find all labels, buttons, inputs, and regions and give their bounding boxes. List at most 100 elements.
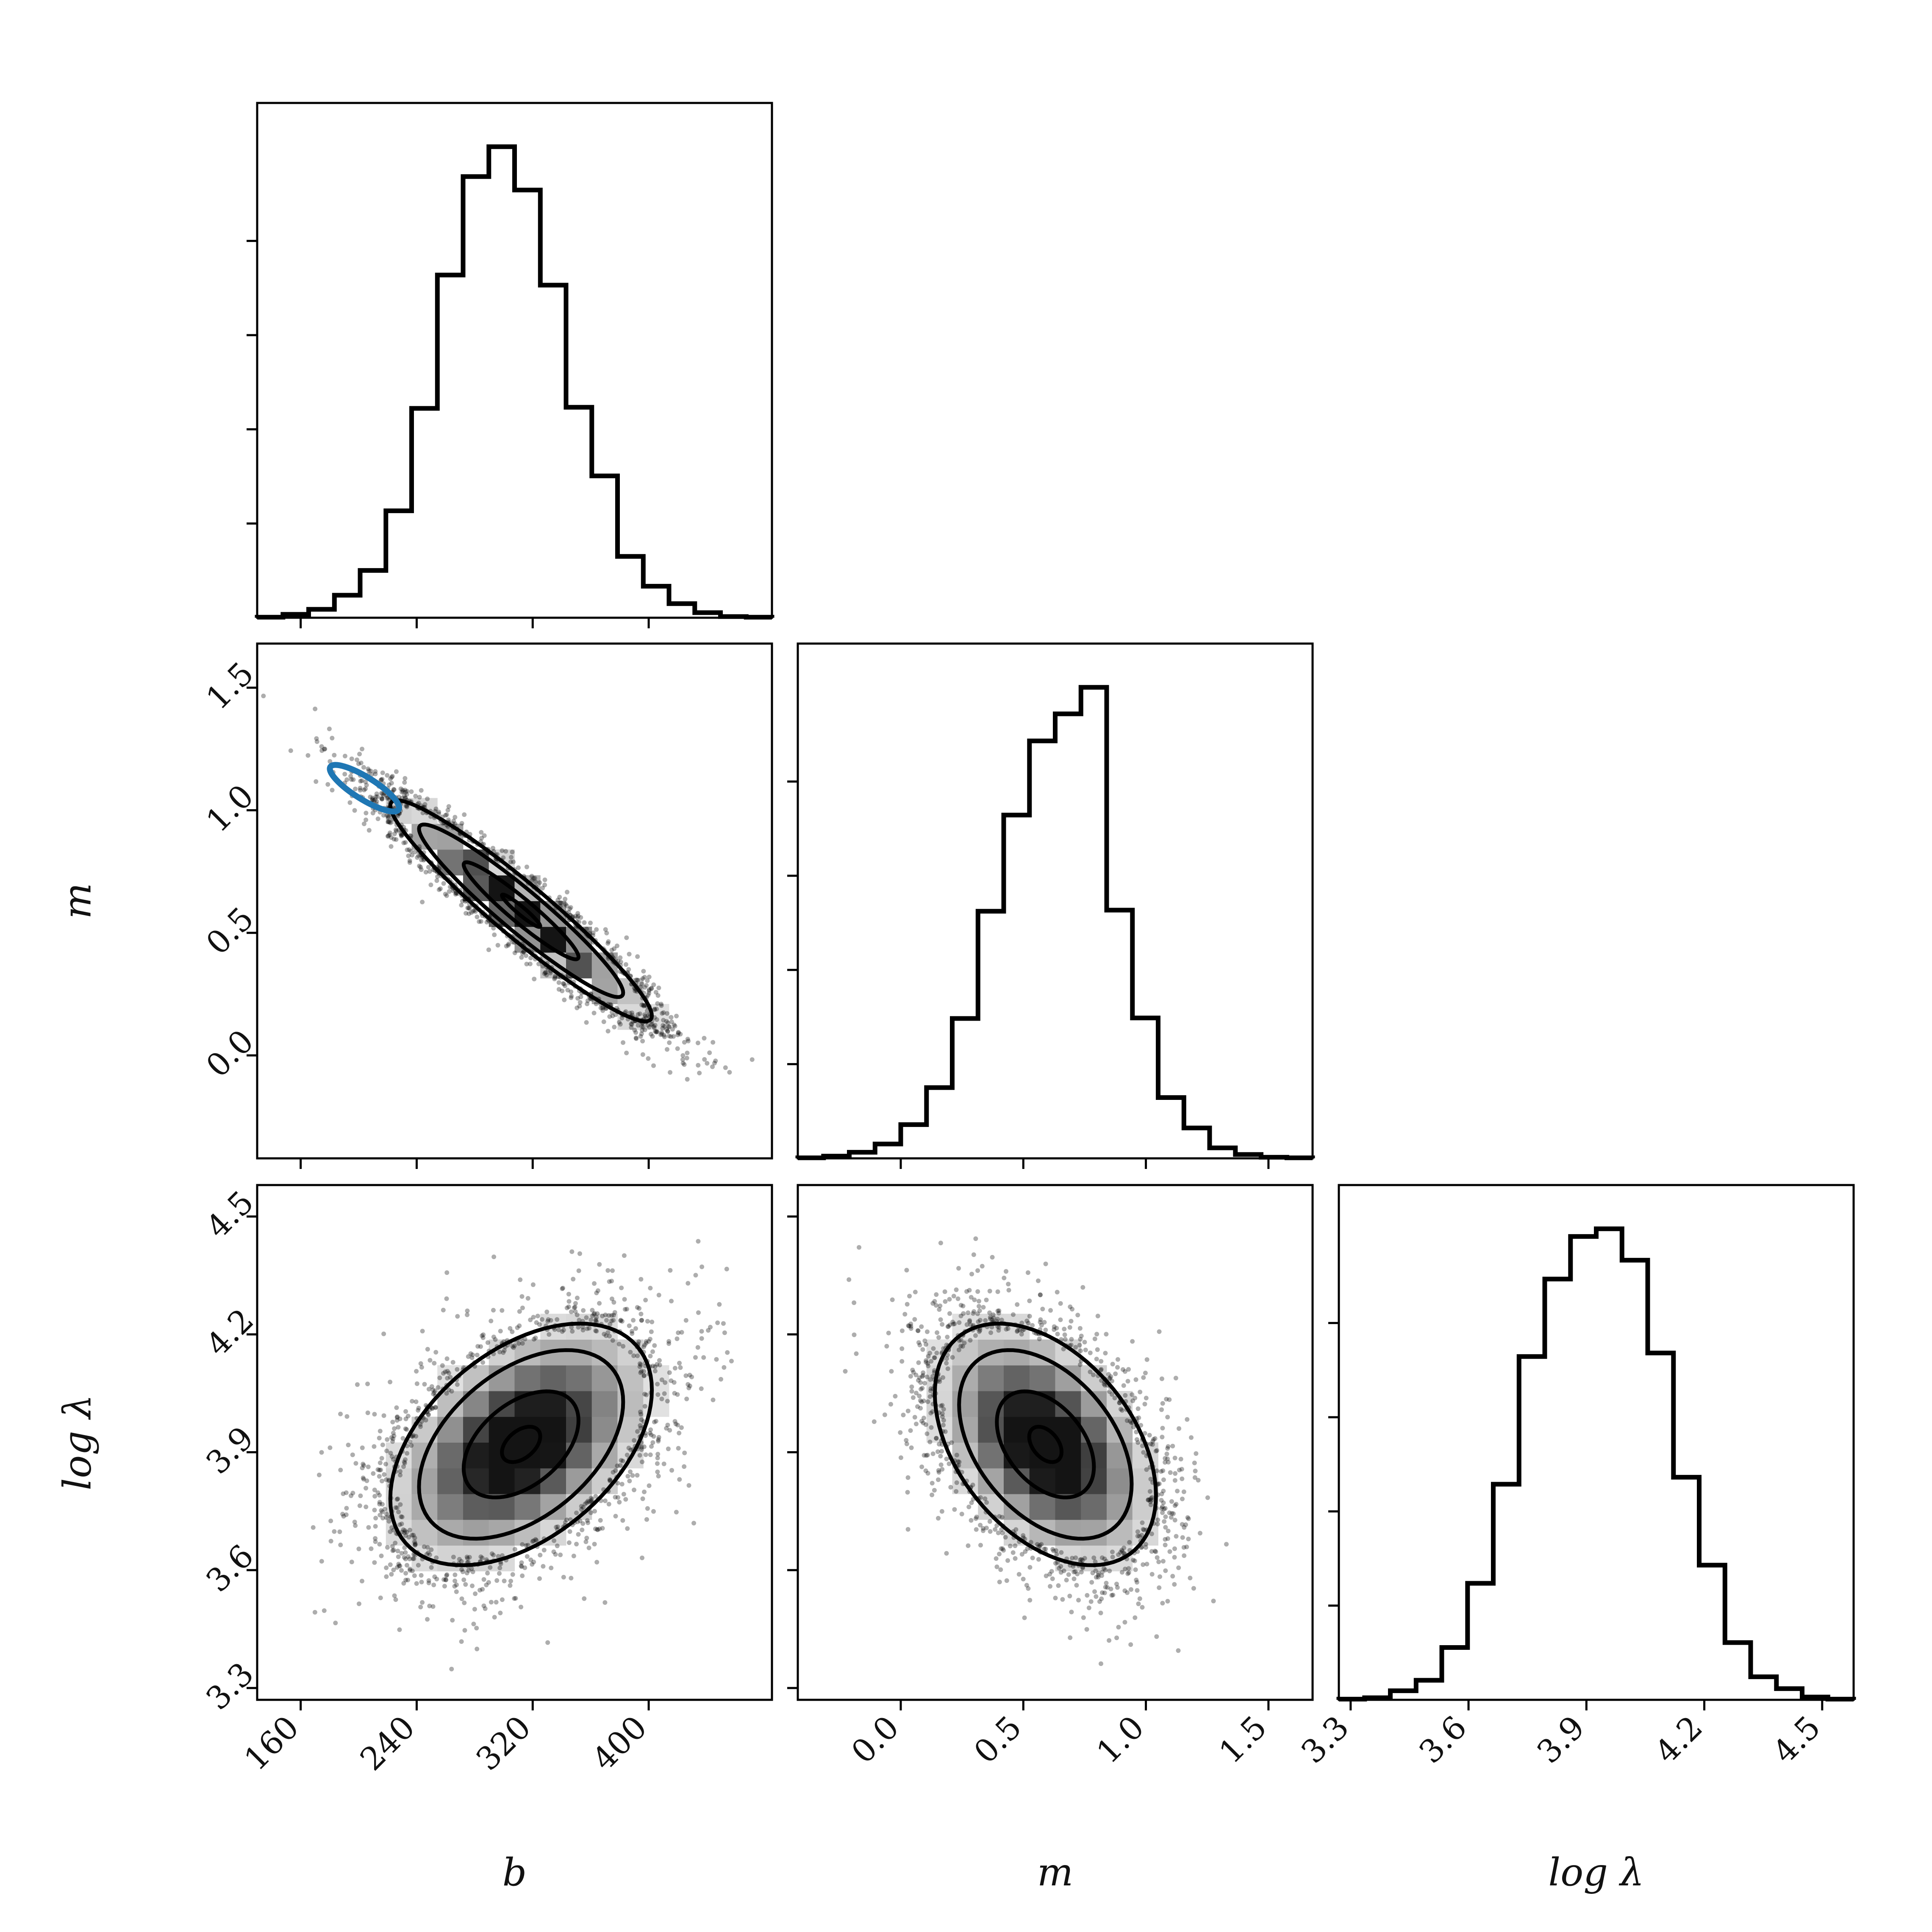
sample-point (1040, 1307, 1045, 1312)
sample-point (452, 815, 458, 820)
sample-point (386, 815, 391, 820)
sample-point (1000, 1530, 1005, 1535)
histogram-bar (1699, 1565, 1725, 1700)
sample-point (643, 1014, 648, 1019)
sample-point (569, 989, 574, 994)
sample-point (958, 1338, 963, 1343)
sample-point (540, 886, 545, 891)
sample-point (656, 1439, 661, 1444)
sample-point (913, 1391, 919, 1396)
density-cell (463, 1494, 489, 1520)
sample-point (1084, 1627, 1089, 1632)
sample-point (643, 1297, 648, 1302)
sample-point (495, 943, 500, 948)
sample-point (1036, 1557, 1041, 1562)
sample-point (508, 1579, 514, 1584)
sample-point (947, 1311, 952, 1316)
sample-point (675, 1422, 680, 1427)
x-tick-label: 400 (585, 1709, 654, 1778)
sample-point (631, 1318, 636, 1323)
sample-point (459, 1596, 464, 1601)
sample-point (1163, 1514, 1168, 1519)
sample-point (394, 1405, 399, 1410)
sample-point (655, 1461, 660, 1466)
sample-point (402, 793, 407, 798)
sample-point (414, 1581, 419, 1586)
sample-point (569, 995, 574, 1000)
sample-point (930, 1374, 935, 1379)
sample-point (576, 1325, 581, 1330)
sample-point (617, 1500, 622, 1505)
sample-point (1051, 1548, 1056, 1553)
sample-point (700, 1264, 705, 1269)
sample-point (575, 996, 580, 1001)
density-cell (1029, 1494, 1055, 1520)
sample-point (618, 955, 623, 960)
sample-point (906, 1323, 911, 1328)
sample-point (389, 844, 394, 849)
sample-point (1163, 1506, 1168, 1511)
sample-point (924, 1374, 930, 1380)
sample-point (416, 800, 421, 805)
sample-point (972, 1297, 977, 1302)
sample-point (414, 1368, 419, 1374)
sample-point (843, 1369, 848, 1374)
sample-point (595, 1527, 600, 1532)
sample-point (1109, 1593, 1114, 1598)
sample-point (445, 1376, 450, 1381)
sample-point (435, 874, 440, 879)
sample-point (405, 1451, 410, 1456)
sample-point (558, 900, 563, 905)
sample-point (545, 1319, 550, 1324)
sample-point (909, 1384, 914, 1389)
sample-point (969, 1271, 974, 1277)
sample-point (1094, 1332, 1099, 1337)
histogram-bar (643, 586, 669, 618)
sample-point (969, 1500, 974, 1505)
sample-point (929, 1359, 934, 1364)
histogram-bar (1081, 687, 1107, 1158)
sample-point (1147, 1497, 1152, 1502)
sample-point (314, 736, 319, 741)
sample-point (644, 1392, 649, 1397)
sample-point (418, 865, 423, 870)
sample-point (518, 1277, 523, 1282)
histogram-bar (952, 1019, 978, 1158)
sample-point (388, 1562, 393, 1567)
sample-point (387, 832, 392, 837)
sample-point (394, 1418, 400, 1423)
sample-point (1038, 1292, 1043, 1297)
sample-point (625, 1452, 630, 1457)
sample-point (847, 1277, 852, 1282)
sample-point (578, 915, 583, 920)
sample-point (389, 1454, 394, 1459)
x-tick-label: 0.0 (844, 1709, 906, 1771)
sample-point (621, 1492, 626, 1497)
sample-point (670, 1027, 675, 1032)
sample-point (410, 1399, 415, 1404)
contour-layer (327, 762, 1158, 1567)
sample-point (409, 1443, 414, 1448)
sample-point (380, 797, 385, 802)
sample-point (1052, 1324, 1057, 1329)
sample-point (470, 1569, 475, 1574)
sample-point (490, 846, 495, 851)
sample-point (566, 1291, 571, 1296)
sample-point (1094, 1575, 1099, 1580)
sample-point (399, 1568, 404, 1573)
sample-point (436, 887, 441, 892)
sample-point (585, 1518, 590, 1523)
x-tick-label: 0.5 (966, 1709, 1029, 1771)
sample-point (511, 1345, 516, 1350)
sample-point (502, 1348, 507, 1353)
sample-point (536, 961, 541, 966)
contour-line (500, 1424, 542, 1464)
sample-point (377, 1468, 382, 1473)
sample-point (1140, 1443, 1145, 1448)
sample-point (361, 1475, 366, 1480)
histogram-bar (1725, 1643, 1751, 1700)
sample-point (588, 1317, 594, 1322)
sample-point (653, 1418, 658, 1424)
sample-point (1175, 1488, 1180, 1493)
sample-point (928, 1410, 933, 1416)
